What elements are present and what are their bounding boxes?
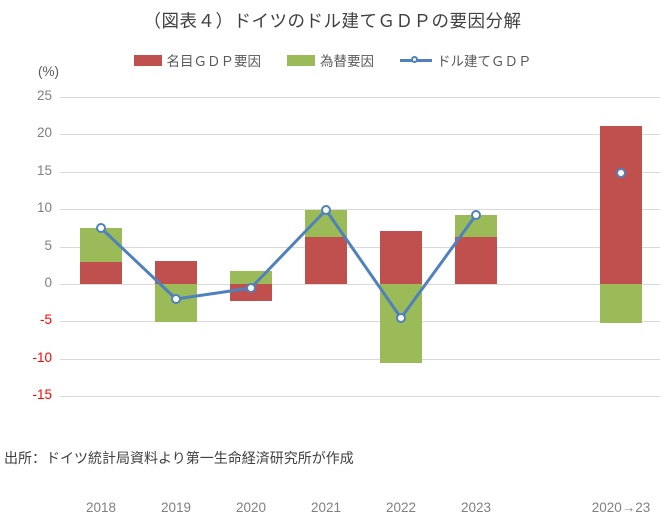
y-tick-5: 5 bbox=[44, 238, 52, 253]
usd-gdp-point-2023 bbox=[471, 210, 481, 220]
source-note: 出所：ドイツ統計局資料より第一生命経済研究所が作成 bbox=[4, 450, 354, 466]
usd-gdp-polyline bbox=[99, 208, 478, 320]
bar-2022-nominal-gdp bbox=[380, 231, 422, 284]
gridline-10 bbox=[60, 209, 660, 210]
x-tick-2023: 2023 bbox=[460, 500, 492, 515]
gridline-5 bbox=[60, 247, 660, 248]
bar-2021-nominal-gdp bbox=[305, 237, 347, 284]
y-tick-15: 15 bbox=[36, 163, 52, 178]
y-tick-20: 20 bbox=[36, 125, 52, 140]
gridline-minus5 bbox=[60, 321, 660, 322]
gridline-minus10 bbox=[60, 359, 660, 360]
y-tick-minus10: -10 bbox=[32, 350, 52, 365]
usd-gdp-point-2018 bbox=[96, 223, 106, 233]
legend-label-usd-gdp: ドル建てＧＤＰ bbox=[437, 54, 532, 69]
bar-2023-nominal-gdp bbox=[455, 237, 497, 284]
usd-gdp-point-2019 bbox=[171, 294, 181, 304]
gridline-0 bbox=[60, 284, 660, 285]
x-tick-2020to23: 2020→23 bbox=[591, 500, 651, 515]
x-tick-2020: 2020 bbox=[235, 500, 267, 515]
usd-gdp-point-2021 bbox=[321, 205, 331, 215]
chart-legend: 名目ＧＤＰ要因 為替要因 ドル建てＧＤＰ bbox=[0, 50, 665, 70]
y-tick-minus15: -15 bbox=[32, 387, 52, 402]
chart-figure: （図表４）ドイツのドル建てＧＤＰの要因分解 名目ＧＤＰ要因 為替要因 ドル建てＧ… bbox=[0, 11, 665, 515]
x-tick-2019: 2019 bbox=[160, 500, 192, 515]
plot-area: 25 20 15 10 5 0 -5 -10 -15 bbox=[32, 88, 660, 515]
legend-marker-usd-gdp bbox=[400, 54, 432, 66]
y-tick-10: 10 bbox=[36, 200, 52, 215]
bar-2019-nominal-gdp bbox=[155, 261, 197, 284]
bar-2020to23-nominal-gdp bbox=[600, 126, 642, 284]
x-tick-2022: 2022 bbox=[385, 500, 417, 515]
legend-swatch-nominal-gdp bbox=[133, 54, 162, 66]
legend-label-nominal-gdp: 名目ＧＤＰ要因 bbox=[166, 54, 262, 69]
y-tick-25: 25 bbox=[36, 88, 52, 103]
y-tick-minus5: -5 bbox=[39, 312, 52, 327]
chart-title: （図表４）ドイツのドル建てＧＤＰの要因分解 bbox=[143, 11, 522, 31]
x-tick-2021: 2021 bbox=[310, 500, 342, 515]
gridline-20 bbox=[60, 134, 660, 135]
legend-label-fx: 為替要因 bbox=[320, 54, 374, 69]
bar-2018-nominal-gdp bbox=[80, 262, 122, 284]
usd-gdp-point-2020to23 bbox=[616, 168, 626, 178]
bar-2020to23-fx bbox=[600, 284, 642, 323]
legend-item-nominal-gdp[interactable]: 名目ＧＤＰ要因 bbox=[133, 50, 262, 70]
legend-item-fx[interactable]: 為替要因 bbox=[287, 50, 374, 70]
gridline-minus15 bbox=[60, 396, 660, 397]
usd-gdp-point-2022 bbox=[396, 313, 406, 323]
gridline-25 bbox=[60, 97, 660, 98]
gridline-15 bbox=[60, 172, 660, 173]
usd-gdp-line-series bbox=[96, 168, 626, 323]
usd-gdp-point-2020 bbox=[246, 283, 256, 293]
legend-item-usd-gdp[interactable]: ドル建てＧＤＰ bbox=[400, 50, 532, 70]
y-axis-unit-label: (%) bbox=[38, 64, 59, 79]
bar-2020-fx bbox=[230, 271, 272, 284]
y-tick-0: 0 bbox=[44, 275, 52, 290]
bar-2018-fx bbox=[80, 228, 122, 262]
legend-swatch-fx bbox=[287, 54, 315, 66]
x-tick-2018: 2018 bbox=[85, 500, 117, 515]
